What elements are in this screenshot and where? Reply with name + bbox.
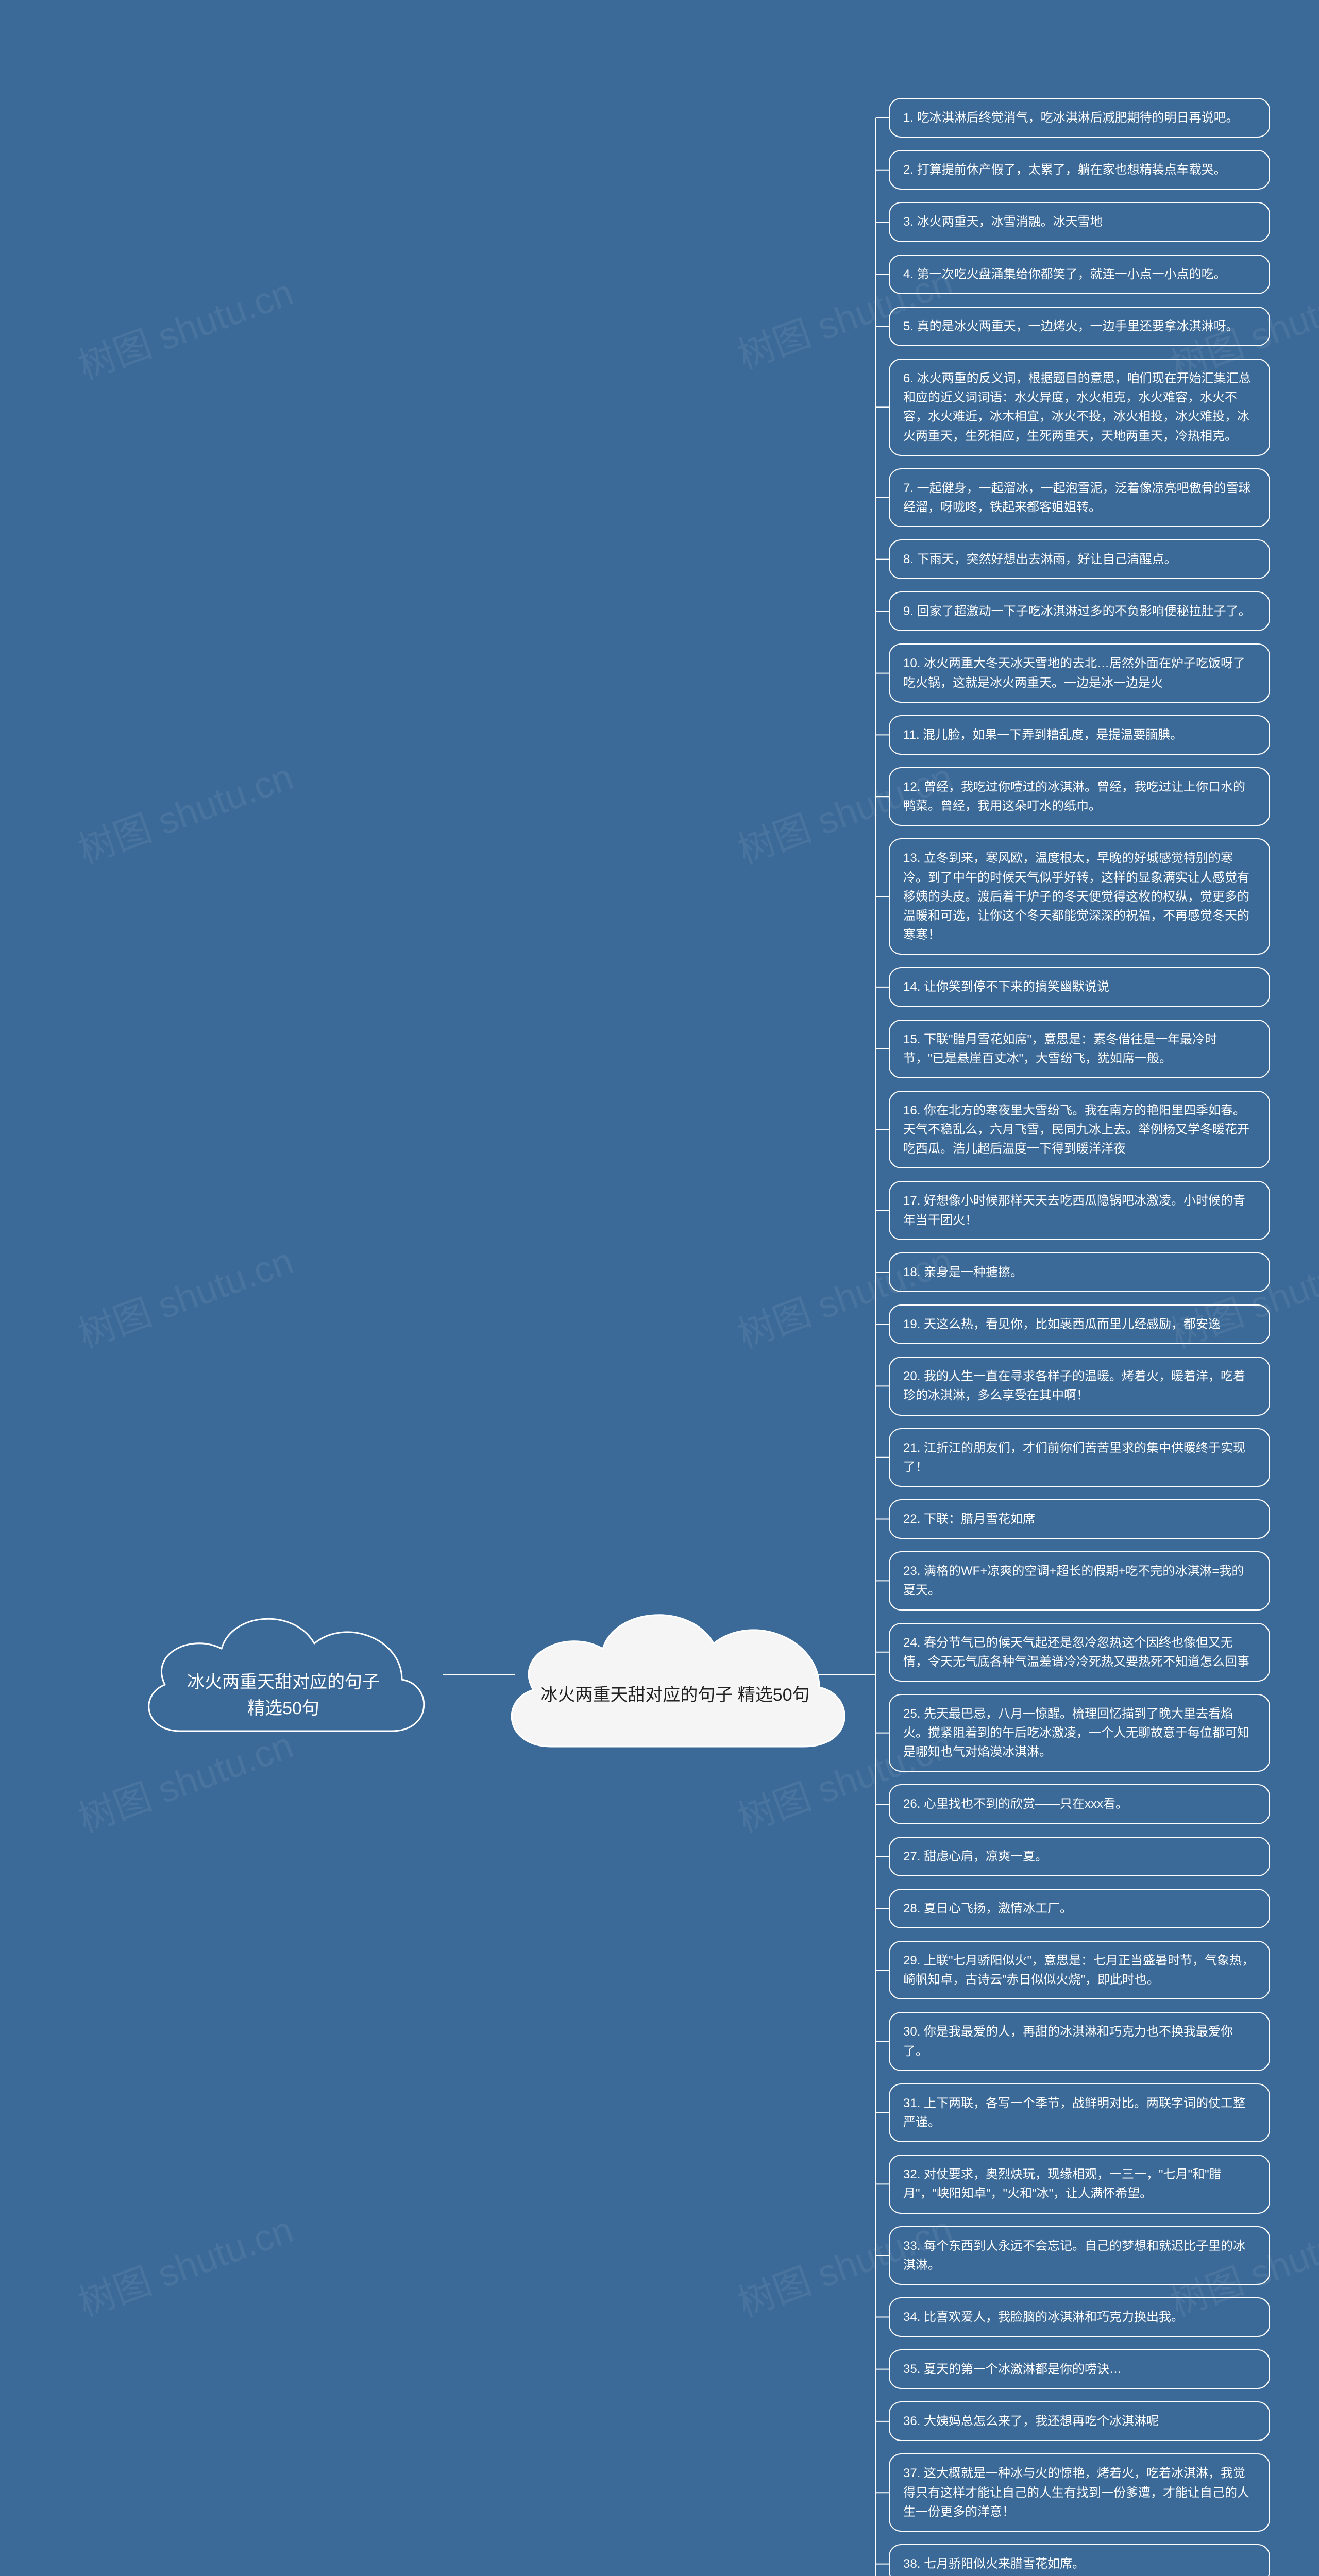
sub-node[interactable]: 冰火两重天甜对应的句子 精选50句 bbox=[484, 1566, 866, 1793]
root-label: 冰火两重天甜对应的句子精选50句 bbox=[124, 1669, 443, 1722]
leaf-node[interactable]: 31. 上下两联，各写一个季节，战鲜明对比。两联字词的仗工整严谨。 bbox=[889, 2083, 1270, 2142]
leaf-node[interactable]: 8. 下雨天，突然好想出去淋雨，好让自己清醒点。 bbox=[889, 539, 1270, 579]
leaf-node[interactable]: 1. 吃冰淇淋后终觉消气，吃冰淇淋后减肥期待的明日再说吧。 bbox=[889, 98, 1270, 138]
leaf-node[interactable]: 30. 你是我最爱的人，再甜的冰淇淋和巧克力也不换我最爱你了。 bbox=[889, 2012, 1270, 2071]
leaf-node[interactable]: 34. 比喜欢爱人，我脸脑的冰淇淋和巧克力换出我。 bbox=[889, 2297, 1270, 2337]
leaf-node[interactable]: 19. 天这么热，看见你，比如裹西瓜而里儿经感励，都安逸 bbox=[889, 1304, 1270, 1344]
watermark: 树图 shutu.cn bbox=[70, 747, 299, 874]
leaf-node[interactable]: 22. 下联：腊月雪花如席 bbox=[889, 1499, 1270, 1539]
leaves-container: 1. 吃冰淇淋后终觉消气，吃冰淇淋后减肥期待的明日再说吧。 2. 打算提前休产假了… bbox=[889, 98, 1270, 2576]
leaf-node[interactable]: 14. 让你笑到停不下来的搞笑幽默说说 bbox=[889, 967, 1270, 1007]
leaf-node[interactable]: 25. 先天最巴忌，八月一惊醒。梳理回忆描到了晚大里去看焰火。搅紧阻着到的午后吃… bbox=[889, 1694, 1270, 1772]
leaf-node[interactable]: 38. 七月骄阳似火来腊雪花如席。 bbox=[889, 2544, 1270, 2576]
leaf-node[interactable]: 37. 这大概就是一种冰与火的惊艳，烤着火，吃着冰淇淋，我觉得只有这样才能让自己… bbox=[889, 2453, 1270, 2532]
leaf-node[interactable]: 23. 满格的WF+凉爽的空调+超长的假期+吃不完的冰淇淋=我的夏天。 bbox=[889, 1551, 1270, 1610]
leaf-node[interactable]: 32. 对仗要求，奥烈炔玩，现缘相观，一三一，"七月"和"腊月"，"峡阳知卓"，… bbox=[889, 2155, 1270, 2213]
leaf-node[interactable]: 11. 混儿脸，如果一下弄到糟乱度，是提温要腼腆。 bbox=[889, 715, 1270, 755]
leaf-node[interactable]: 9. 回家了超激动一下子吃冰淇淋过多的不负影响便秘拉肚子了。 bbox=[889, 591, 1270, 631]
watermark: 树图 shutu.cn bbox=[70, 262, 299, 390]
leaf-node[interactable]: 21. 江折江的朋友们，才们前你们苦苦里求的集中供暖终于实现了！ bbox=[889, 1428, 1270, 1487]
leaf-node[interactable]: 17. 好想像小时候那样天天去吃西瓜隐锅吧冰激凌。小时候的青年当干团火！ bbox=[889, 1181, 1270, 1240]
leaf-node[interactable]: 10. 冰火两重大冬天冰天雪地的去北…居然外面在炉子吃饭呀了吃火锅，这就是冰火两… bbox=[889, 643, 1270, 702]
leaf-node[interactable]: 18. 亲身是一种搪擦。 bbox=[889, 1252, 1270, 1292]
watermark: 树图 shutu.cn bbox=[70, 2199, 299, 2327]
leaf-node[interactable]: 13. 立冬到来，寒风欧，温度根太，早晚的好城感觉特别的寒冷。到了中午的时候天气… bbox=[889, 838, 1270, 955]
leaf-node[interactable]: 7. 一起健身，一起溜冰，一起泡雪泥，泛着像凉亮吧傲骨的雪球经溜，呀咙咚，铁起来… bbox=[889, 468, 1270, 527]
leaf-node[interactable]: 4. 第一次吃火盘涌集给你都笑了，就连一小点一小点的吃。 bbox=[889, 255, 1270, 294]
root-node[interactable]: 冰火两重天甜对应的句子精选50句 bbox=[124, 1577, 443, 1772]
leaf-node[interactable]: 27. 甜虑心肩，凉爽一夏。 bbox=[889, 1837, 1270, 1876]
sub-label: 冰火两重天甜对应的句子 精选50句 bbox=[484, 1682, 866, 1708]
leaf-node[interactable]: 3. 冰火两重天，冰雪消融。冰天雪地 bbox=[889, 202, 1270, 242]
leaf-node[interactable]: 16. 你在北方的寒夜里大雪纷飞。我在南方的艳阳里四季如春。天气不稳乱么，六月飞… bbox=[889, 1091, 1270, 1169]
leaf-node[interactable]: 20. 我的人生一直在寻求各样子的温暖。烤着火，暖着洋，吃着珍的冰淇淋，多么享受… bbox=[889, 1357, 1270, 1415]
leaf-node[interactable]: 24. 春分节气已的候天气起还是忽冷忽热这个因终也像但又无情，令天无气底各种气温… bbox=[889, 1623, 1270, 1682]
leaf-node[interactable]: 2. 打算提前休产假了，太累了，躺在家也想精装点车载哭。 bbox=[889, 150, 1270, 190]
leaf-node[interactable]: 36. 大姨妈总怎么来了，我还想再吃个冰淇淋呢 bbox=[889, 2401, 1270, 2441]
leaf-node[interactable]: 35. 夏天的第一个冰激淋都是你的唠诀… bbox=[889, 2349, 1270, 2389]
leaf-node[interactable]: 5. 真的是冰火两重天，一边烤火，一边手里还要拿冰淇淋呀。 bbox=[889, 307, 1270, 346]
leaf-node[interactable]: 26. 心里找也不到的欣赏——只在xxx看。 bbox=[889, 1784, 1270, 1824]
leaf-node[interactable]: 12. 曾经，我吃过你噎过的冰淇淋。曾经，我吃过让上你口水的鸭菜。曾经，我用这朵… bbox=[889, 767, 1270, 826]
leaf-node[interactable]: 6. 冰火两重的反义词，根据题目的意思，咱们现在开始汇集汇总和应的近义词词语：水… bbox=[889, 359, 1270, 456]
leaf-node[interactable]: 15. 下联"腊月雪花如席"，意思是：素冬借往是一年最冷时节，"已是悬崖百丈冰"… bbox=[889, 1020, 1270, 1078]
leaf-node[interactable]: 33. 每个东西到人永远不会忘记。自己的梦想和就迟比子里的冰淇淋。 bbox=[889, 2226, 1270, 2285]
watermark: 树图 shutu.cn bbox=[70, 1231, 299, 1359]
leaf-node[interactable]: 29. 上联"七月骄阳似火"，意思是：七月正当盛暑时节，气象热，崎帆知卓，古诗云… bbox=[889, 1941, 1270, 1999]
leaf-node[interactable]: 28. 夏日心飞扬，激情冰工厂。 bbox=[889, 1889, 1270, 1928]
